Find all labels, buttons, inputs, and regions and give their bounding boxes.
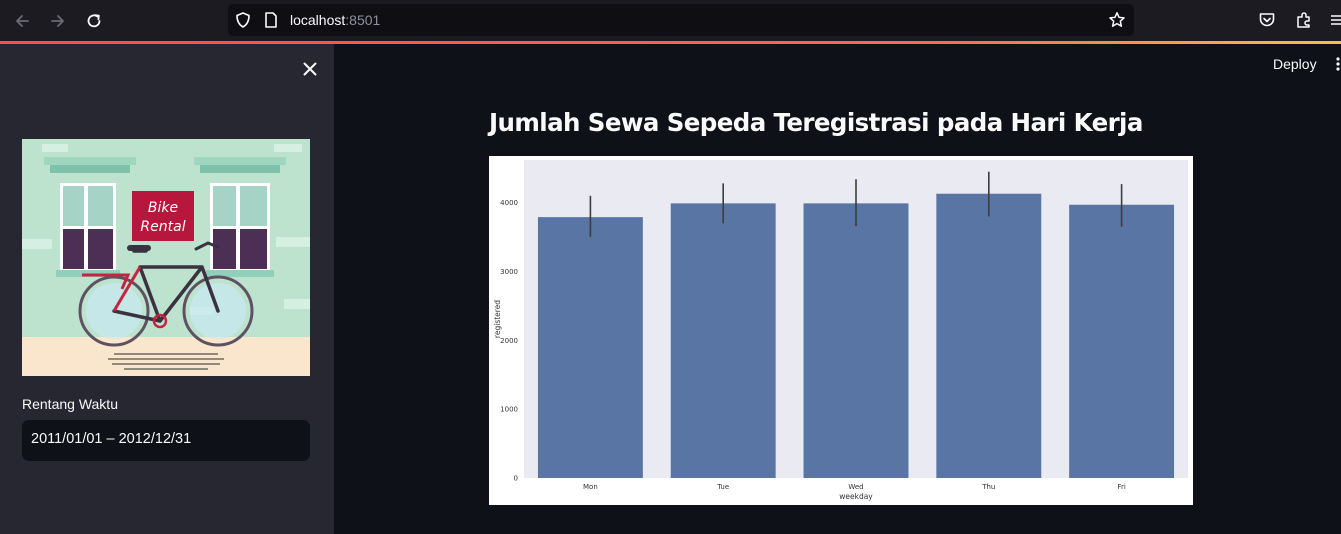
date-range-input[interactable]: 2011/01/01 – 2012/12/31 [22, 420, 310, 461]
y-tick-label: 4000 [500, 199, 518, 207]
bar-mon [537, 217, 643, 478]
x-axis-label: weekday [839, 492, 873, 501]
y-tick-label: 0 [514, 475, 518, 483]
y-tick-label: 1000 [500, 406, 518, 414]
menu-icon[interactable] [1330, 10, 1341, 30]
logo-sign-line2: Rental [140, 219, 185, 235]
page-title: Jumlah Sewa Sepeda Teregistrasi pada Har… [489, 108, 1143, 137]
forward-arrow-icon[interactable] [45, 8, 71, 34]
close-sidebar-button[interactable] [299, 58, 321, 80]
streamlit-decoration-bar [0, 41, 1341, 44]
browser-toolbar: localhost:8501 [0, 0, 1341, 41]
bar-tue [670, 203, 776, 478]
pocket-icon[interactable] [1257, 10, 1277, 30]
bar-wed [803, 203, 909, 478]
url-text[interactable]: localhost:8501 [290, 12, 380, 28]
shield-icon[interactable] [233, 10, 253, 30]
star-icon[interactable] [1107, 10, 1127, 30]
y-tick-label: 2000 [500, 337, 518, 345]
url-port: :8501 [345, 12, 381, 28]
logo-sign-line1: Bike [148, 200, 178, 216]
y-tick-label: 3000 [500, 268, 518, 276]
x-tick-label: Wed [848, 483, 863, 491]
page-icon [261, 10, 281, 30]
back-arrow-icon[interactable] [9, 8, 35, 34]
url-bar[interactable]: localhost:8501 [228, 4, 1134, 36]
bar-chart: Mon Tue Wed Thu Fri 0 1000 2000 3000 4000 weekday r… [489, 156, 1193, 505]
sidebar: Bike Rental Rentang Waktu 2011/01/01 – 2… [0, 44, 334, 534]
url-host: localhost [290, 12, 346, 28]
x-tick-label: Thu [981, 483, 995, 491]
x-tick-label: Fri [1117, 483, 1125, 491]
deploy-button[interactable]: Deploy [1273, 56, 1317, 72]
y-axis-label: registered [493, 300, 502, 338]
close-icon [303, 62, 317, 76]
bike-rental-logo: Bike Rental [22, 139, 310, 376]
date-range-label: Rentang Waktu [22, 396, 118, 412]
x-tick-label: Tue [716, 483, 729, 491]
chart-svg: Mon Tue Wed Thu Fri 0 1000 2000 3000 4000 weekday r… [493, 160, 1188, 501]
x-tick-label: Mon [583, 483, 598, 491]
bar-fri [1069, 204, 1175, 478]
bar-thu [936, 193, 1042, 478]
extensions-icon[interactable] [1294, 10, 1314, 30]
main-menu-icon[interactable] [1335, 56, 1341, 72]
reload-icon[interactable] [81, 8, 107, 34]
